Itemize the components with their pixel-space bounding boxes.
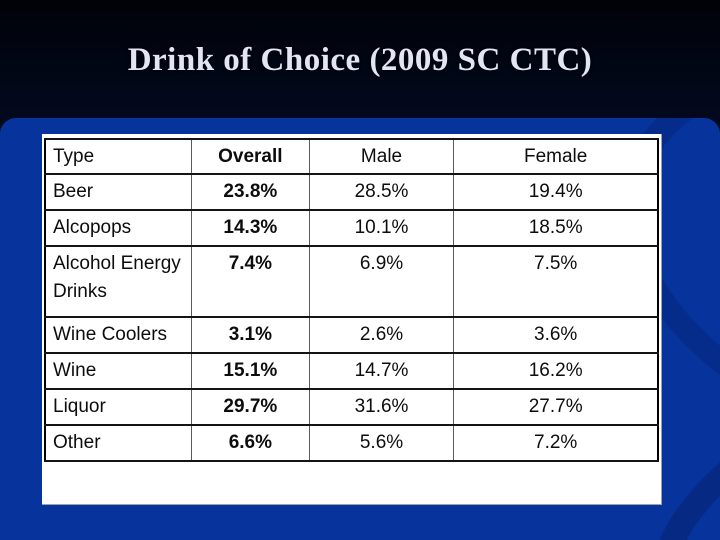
table-row-alcopops: Alcopops 14.3% 10.1% 18.5% [44,209,659,247]
cell-type: Wine [44,352,192,390]
cell-male: 14.7% [308,352,455,390]
cell-overall: 7.4% [191,245,310,318]
cell-type: Alcopops [44,209,192,247]
cell-overall: 6.6% [191,424,310,462]
cell-female: 18.5% [453,209,659,247]
cell-male: 10.1% [308,209,455,247]
cell-male: 5.6% [308,424,455,462]
cell-overall: 23.8% [191,173,310,211]
cell-female: 27.7% [453,388,659,426]
cell-type: Beer [44,173,192,211]
column-header-overall: Overall [191,138,310,175]
cell-type: Alcohol Energy Drinks [44,245,192,318]
cell-type: Wine Coolers [44,316,192,354]
cell-male: 2.6% [308,316,455,354]
cell-female: 19.4% [453,173,659,211]
cell-overall: 3.1% [191,316,310,354]
table-header-row: Type Overall Male Female [44,138,659,175]
cell-female: 7.2% [453,424,659,462]
column-header-type: Type [44,138,192,175]
cell-male: 6.9% [308,245,455,318]
table-row-wine: Wine 15.1% 14.7% 16.2% [44,352,659,390]
cell-type: Other [44,424,192,462]
cell-type: Liquor [44,388,192,426]
cell-overall: 29.7% [191,388,310,426]
column-header-female: Female [453,138,659,175]
table-row-liquor: Liquor 29.7% 31.6% 27.7% [44,388,659,426]
cell-overall: 14.3% [191,209,310,247]
cell-male: 28.5% [308,173,455,211]
drink-table-panel: Type Overall Male Female Beer 23.8% 28.5… [42,134,662,505]
cell-male: 31.6% [308,388,455,426]
table-row-beer: Beer 23.8% 28.5% 19.4% [44,173,659,211]
table-row-wine-coolers: Wine Coolers 3.1% 2.6% 3.6% [44,316,659,354]
column-header-male: Male [308,138,455,175]
cell-female: 7.5% [453,245,659,318]
table-row-alcohol-energy-drinks: Alcohol Energy Drinks 7.4% 6.9% 7.5% [44,245,659,318]
content-panel: Type Overall Male Female Beer 23.8% 28.5… [0,118,720,540]
cell-overall: 15.1% [191,352,310,390]
cell-female: 3.6% [453,316,659,354]
drink-of-choice-table: Type Overall Male Female Beer 23.8% 28.5… [44,138,659,462]
table-row-other: Other 6.6% 5.6% 7.2% [44,424,659,462]
page-title: Drink of Choice (2009 SC CTC) [127,42,593,78]
cell-female: 16.2% [453,352,659,390]
